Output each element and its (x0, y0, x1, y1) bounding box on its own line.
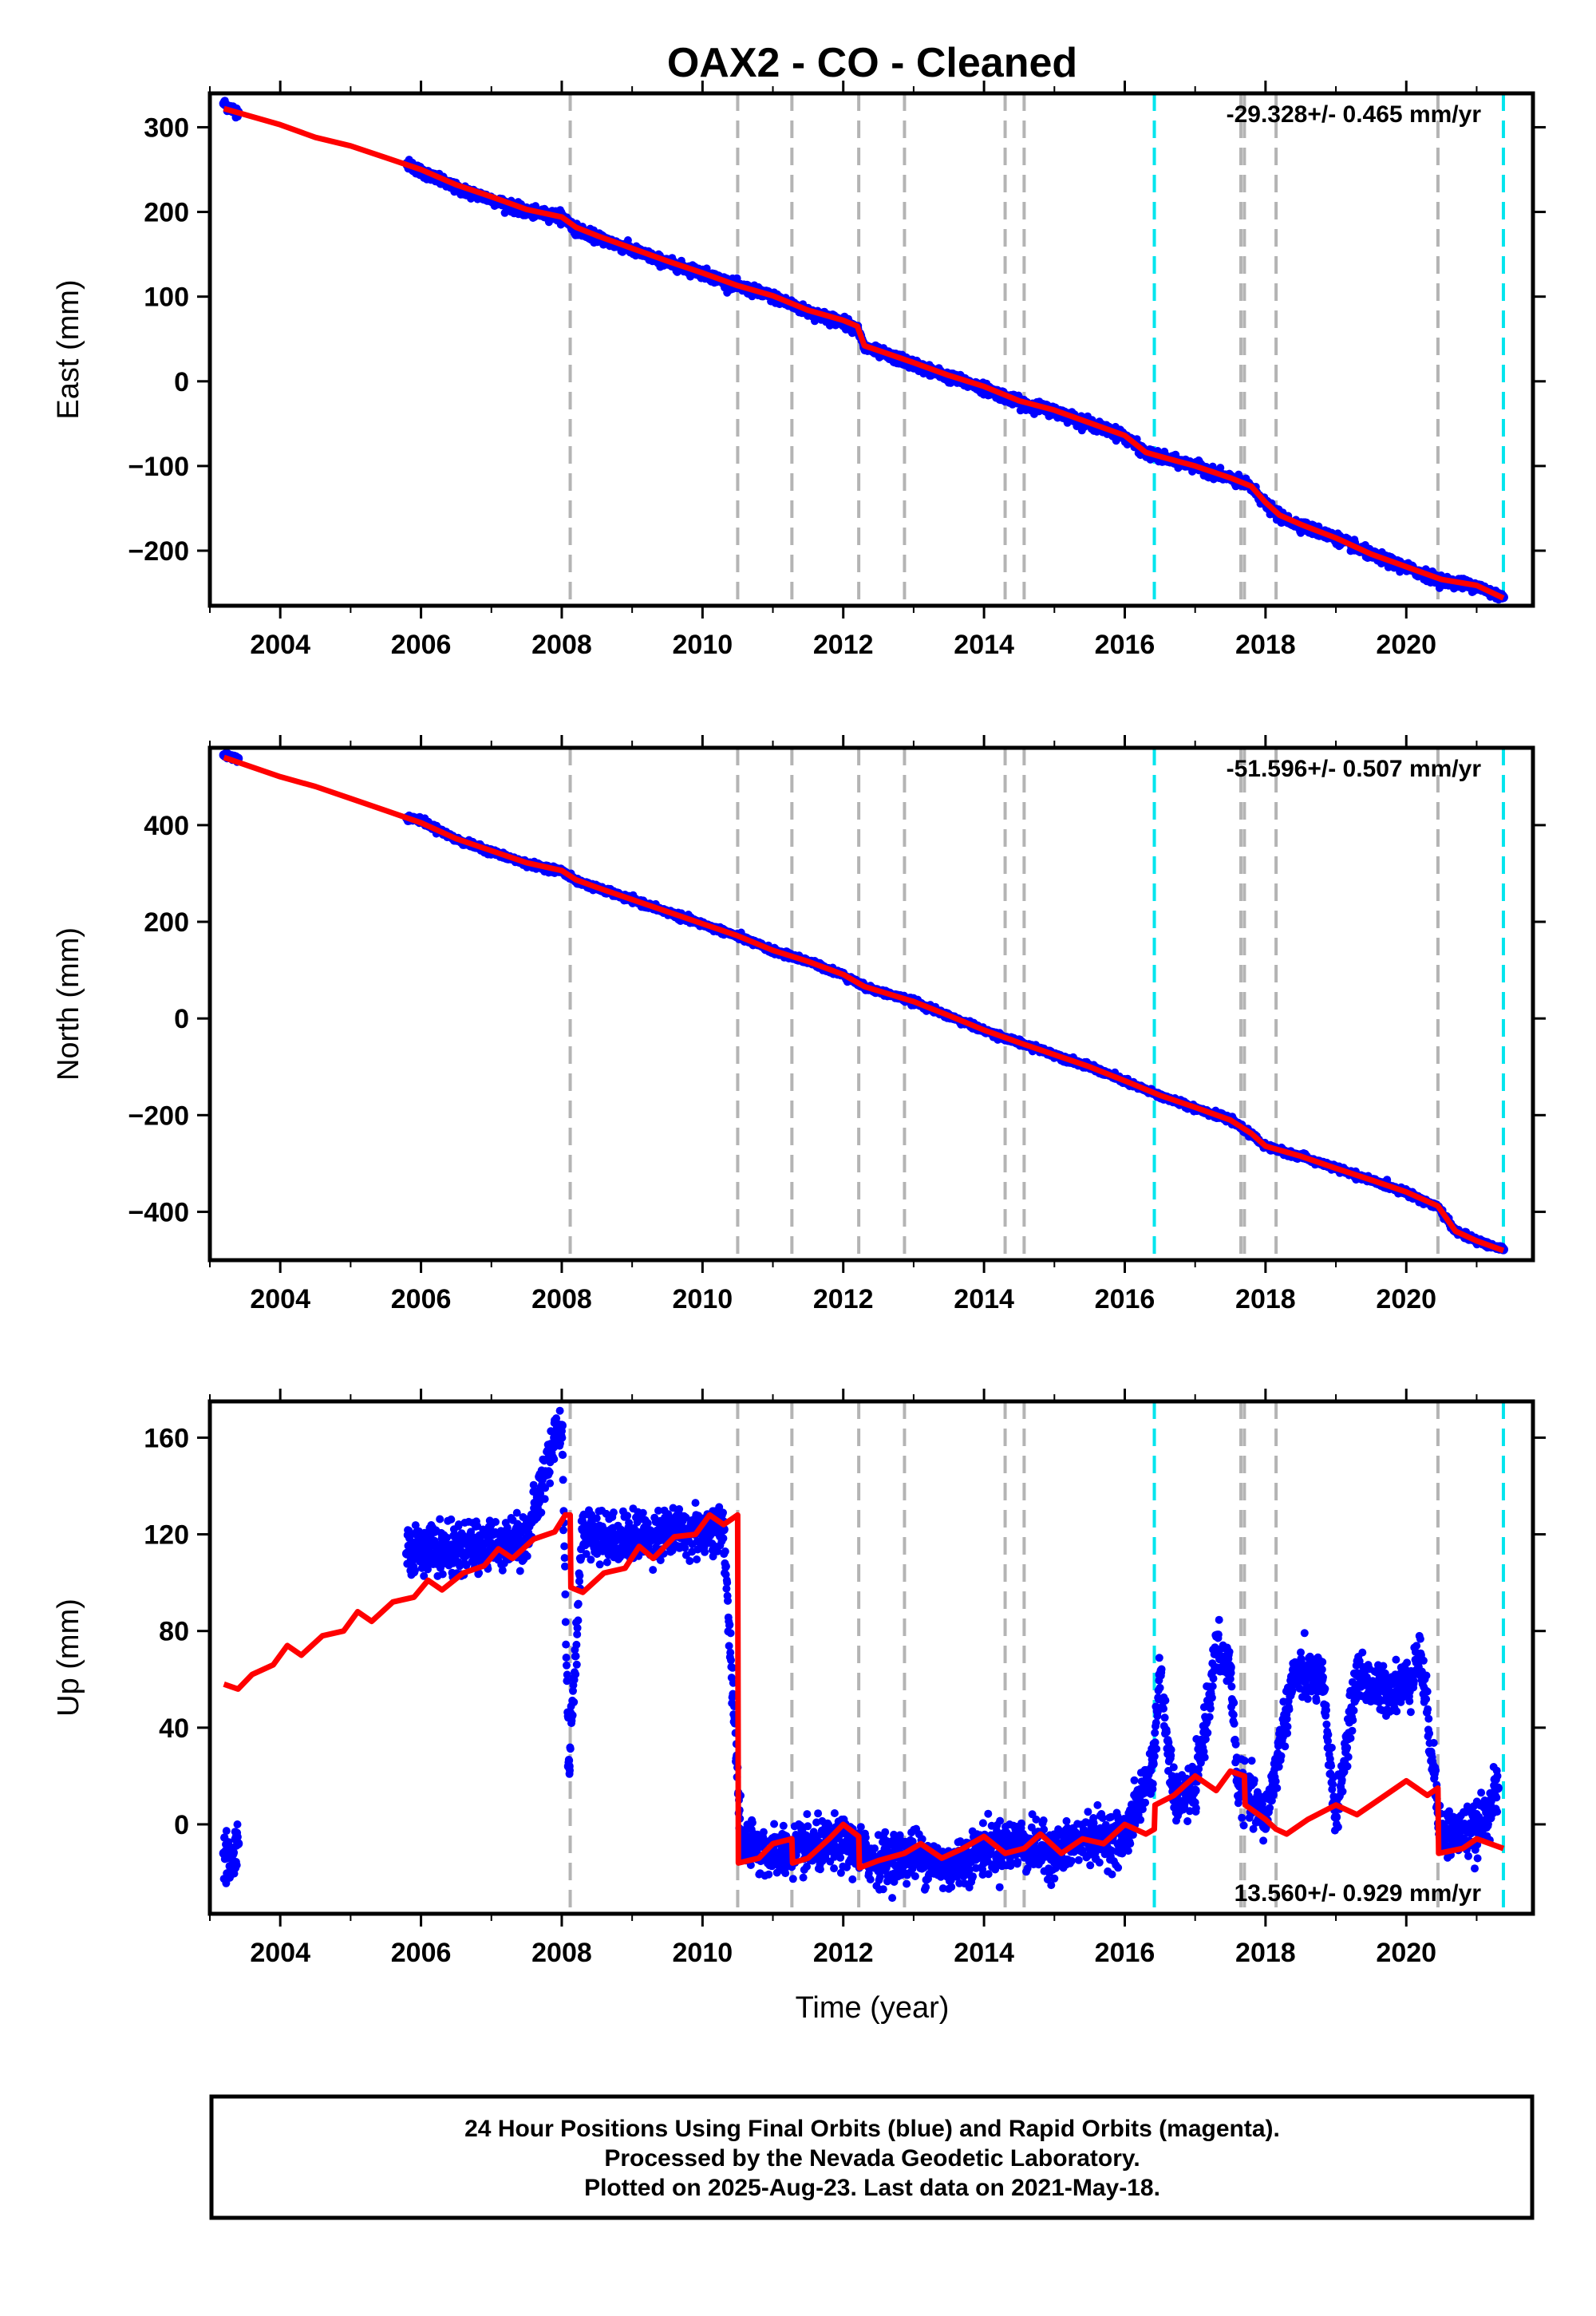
east-ytick-label-5: −200 (128, 536, 189, 567)
east-y-axis-label: East (mm) (52, 279, 85, 419)
east-rate-label: -29.328+/- 0.465 mm/yr (1227, 101, 1482, 128)
east-frame (207, 91, 1535, 608)
east-plot-area (219, 93, 1508, 606)
east-ytick-label-4: −100 (128, 452, 189, 482)
east-xtick-label-4: 2012 (813, 630, 874, 660)
east-data-point-0 (219, 98, 229, 109)
north-data-points (219, 749, 1508, 1255)
east-ytick-label-0: 300 (144, 113, 189, 143)
east-panel: 300 200 100 0 −100 −200 2004 2006 2008 2010 2012 20… (52, 81, 1546, 660)
east-xtick-label-1: 2006 (391, 630, 452, 660)
figure-title: OAX2 - CO - Cleaned (667, 40, 1077, 86)
east-xtick-label-6: 2016 (1095, 630, 1156, 660)
east-model-line (223, 105, 1505, 601)
east-xtick-label-2: 2008 (531, 630, 592, 660)
east-xtick-label-8: 2020 (1376, 630, 1436, 660)
east-xtick-label-0: 2004 (250, 630, 310, 660)
east-ytick-label-2: 100 (144, 283, 189, 313)
north-plot-area (219, 748, 1508, 1260)
east-xtick-label-7: 2018 (1235, 630, 1296, 660)
east-ytick-label-1: 200 (144, 198, 189, 228)
east-xtick-label-5: 2014 (954, 630, 1014, 660)
east-ytick-label-3: 0 (174, 367, 189, 397)
east-xtick-label-3: 2010 (673, 630, 733, 660)
